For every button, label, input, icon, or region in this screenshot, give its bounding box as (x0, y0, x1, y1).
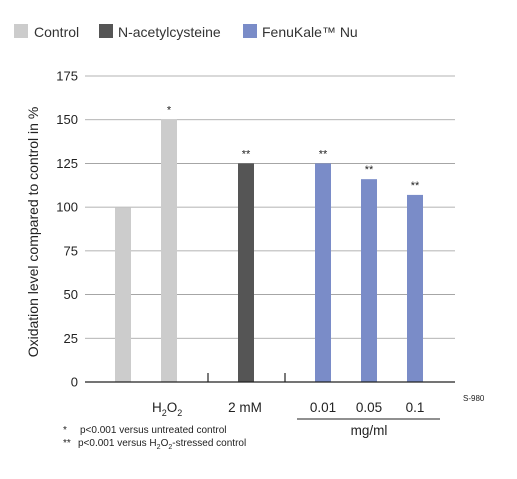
footnote-2-text: p<0.001 versus H2O2-stressed control (78, 438, 246, 451)
fenu-unit-label: mg/ml (351, 423, 388, 438)
significance-mark: * (167, 105, 172, 117)
y-tick-label: 50 (64, 287, 78, 302)
significance-mark: ** (365, 164, 374, 176)
bar (315, 163, 331, 382)
significance-mark: ** (319, 148, 328, 160)
legend-label-fenukale: FenuKale™ Nu (262, 24, 358, 40)
category-label-fenu-1: 0.01 (310, 400, 336, 415)
bar (407, 194, 423, 382)
significance-mark: ** (411, 180, 420, 192)
figure-code: S-980 (463, 394, 485, 403)
y-tick-label: 25 (64, 331, 78, 346)
y-tick-label: 0 (71, 375, 78, 390)
y-tick-label: 125 (56, 156, 78, 171)
significance-mark: ** (242, 148, 251, 160)
significance-marks: *** ****** (167, 105, 420, 192)
y-axis-label: Oxidation level compared to control in % (25, 107, 41, 358)
y-tick-label: 150 (56, 112, 78, 127)
bar (361, 179, 377, 382)
category-label-h2o2: H2O2 (152, 400, 182, 418)
y-tick-label: 100 (56, 200, 78, 215)
bar (115, 207, 131, 382)
legend-label-control: Control (34, 24, 79, 40)
bar (238, 163, 254, 382)
footnote-2-mark: ** (63, 438, 71, 449)
footnotes: * p<0.001 versus untreated control ** p<… (63, 425, 246, 451)
legend: Control N-acetylcysteine FenuKale™ Nu (14, 24, 358, 40)
legend-swatch-control (14, 24, 28, 38)
footnote-1-mark: * (63, 425, 67, 436)
y-tick-label: 175 (56, 69, 78, 84)
legend-swatch-fenukale (243, 24, 257, 38)
y-tick-label: 75 (64, 243, 78, 258)
legend-swatch-nac (99, 24, 113, 38)
y-tick-labels: 0 25 50 75 100 125 150 175 (56, 69, 78, 390)
gridlines (85, 75, 455, 339)
category-label-fenu-2: 0.05 (356, 400, 382, 415)
bar (161, 119, 177, 382)
category-label-fenu-3: 0.1 (406, 400, 425, 415)
bars (115, 119, 423, 382)
legend-label-nac: N-acetylcysteine (118, 24, 221, 40)
footnote-1-text: p<0.001 versus untreated control (80, 425, 226, 436)
category-label-nac: 2 mM (228, 400, 262, 415)
